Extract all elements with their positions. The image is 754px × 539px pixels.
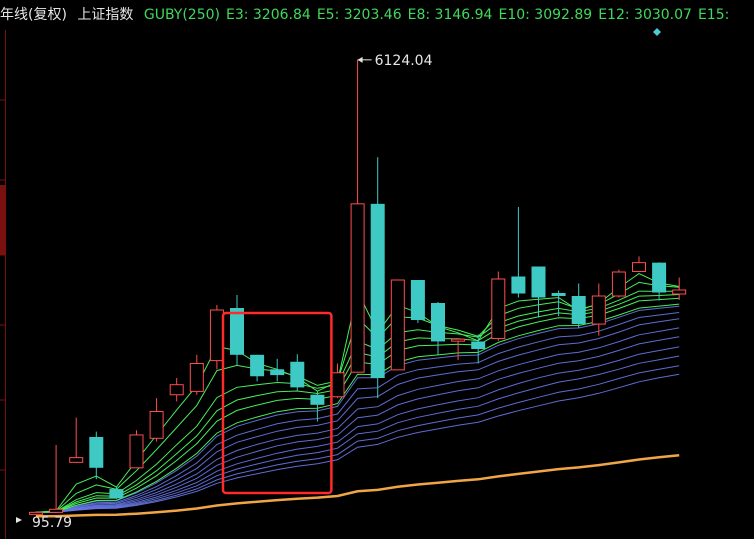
candle-body (290, 361, 305, 388)
long-ema-line (35, 327, 680, 513)
diamond-marker (653, 28, 661, 36)
indicator-label: E8: 3146.94 (407, 7, 493, 23)
candle-body (672, 289, 687, 295)
long-ema-line (35, 373, 680, 513)
period-label: 年线(复权) (0, 7, 67, 23)
candle-body (209, 309, 224, 362)
gold-trend-line (36, 453, 680, 518)
indicator-values: GUBY(250) E3: 3206.84 E5: 3203.46 E8: 3146.… (144, 7, 735, 23)
candle-body (350, 203, 365, 373)
highlight-box (221, 311, 333, 495)
indicator-label: E5: 3203.46 (316, 7, 402, 23)
candle-body (189, 363, 204, 392)
long-ema-line (35, 305, 680, 513)
candle-body (410, 280, 425, 320)
candle-body (89, 436, 104, 468)
indicator-label: E12: 3030.07 (598, 7, 692, 23)
candle-body (611, 271, 626, 297)
candle-body (370, 203, 385, 378)
indicator-label: E10: 3092.89 (498, 7, 593, 23)
low-label-arrow (16, 517, 22, 523)
high-label-arrow (357, 56, 363, 63)
y-axis-marker (0, 185, 6, 255)
indicator-label: GUBY(250) (143, 7, 220, 23)
candle-body (471, 341, 486, 349)
candle-body (29, 511, 43, 515)
candle-body (69, 457, 84, 463)
index-name: 上证指数 (77, 7, 134, 23)
candle-body (390, 279, 405, 371)
long-ema-line (35, 346, 680, 513)
candle-body (129, 434, 144, 469)
candle-body (431, 303, 445, 342)
candle-body (270, 369, 285, 376)
candle-body (652, 262, 667, 293)
candle-body (632, 262, 646, 272)
candle-body (451, 338, 466, 342)
long-ema-line (35, 312, 680, 513)
high-value-label: 6124.04 (375, 53, 433, 69)
low-value-label: 95.79 (32, 515, 72, 531)
candle-body (591, 295, 606, 325)
long-ema-line (35, 365, 680, 513)
candle-body (109, 489, 124, 499)
indicator-label: E15: (697, 7, 730, 23)
short-ema-line (35, 303, 680, 513)
long-ema-line (35, 318, 680, 513)
candle-body (310, 394, 325, 405)
candle-body (511, 276, 526, 294)
chart-header: 年线(复权) 上证指数 GUBY(250) E3: 3206.84 E5: 3203… (0, 0, 754, 30)
candle-body (230, 308, 244, 355)
long-ema-line (35, 355, 680, 513)
long-ema-line (35, 336, 680, 513)
candle-body (571, 296, 586, 325)
candle-body (491, 278, 506, 340)
candle-body (531, 266, 546, 298)
indicator-label: E3: 3206.84 (225, 7, 311, 23)
candle-body (49, 508, 64, 513)
candle-body (149, 411, 164, 439)
candle-body (169, 384, 184, 396)
candle-body (330, 372, 345, 398)
candle-body (250, 354, 265, 377)
candle-body (551, 293, 566, 296)
